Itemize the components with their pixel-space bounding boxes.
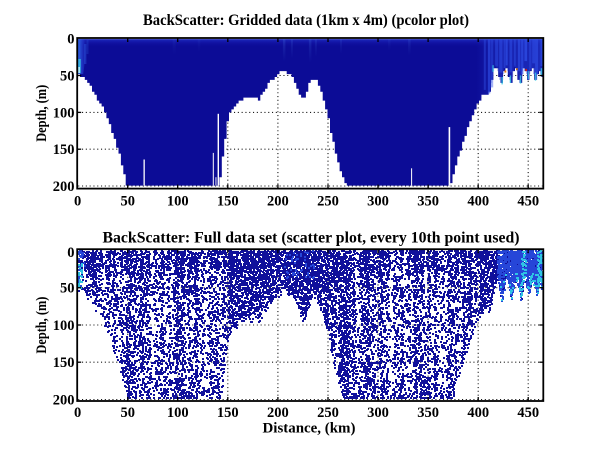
svg-text:150: 150: [217, 405, 239, 421]
svg-text:400: 400: [467, 194, 489, 210]
svg-text:0: 0: [74, 405, 81, 421]
svg-text:400: 400: [467, 405, 489, 421]
svg-text:250: 250: [317, 194, 339, 210]
svg-text:Depth, (m): Depth, (m): [34, 297, 50, 354]
svg-text:100: 100: [53, 105, 75, 121]
svg-text:BackScatter: Full data set (sc: BackScatter: Full data set (scatter plot…: [103, 230, 520, 247]
svg-text:50: 50: [120, 194, 135, 210]
svg-text:150: 150: [53, 355, 75, 371]
svg-text:50: 50: [60, 281, 75, 297]
svg-text:Distance, (km): Distance, (km): [263, 420, 356, 436]
svg-text:150: 150: [53, 142, 75, 158]
svg-text:350: 350: [417, 405, 439, 421]
svg-text:450: 450: [517, 194, 539, 210]
svg-text:Depth, (m): Depth, (m): [34, 85, 50, 142]
svg-text:BackScatter: Gridded data (1km: BackScatter: Gridded data (1km x 4m) (pc…: [143, 12, 469, 29]
svg-text:50: 50: [120, 405, 135, 421]
svg-text:200: 200: [53, 179, 75, 195]
svg-text:200: 200: [267, 405, 289, 421]
svg-text:200: 200: [53, 393, 75, 409]
svg-text:100: 100: [167, 194, 189, 210]
svg-text:0: 0: [67, 32, 74, 48]
svg-text:300: 300: [367, 194, 389, 210]
svg-text:0: 0: [67, 245, 74, 261]
svg-text:300: 300: [367, 405, 389, 421]
svg-text:200: 200: [267, 194, 289, 210]
svg-text:250: 250: [317, 405, 339, 421]
svg-text:100: 100: [167, 405, 189, 421]
svg-text:450: 450: [517, 405, 539, 421]
svg-text:50: 50: [60, 69, 75, 85]
svg-text:100: 100: [53, 318, 75, 334]
svg-text:150: 150: [217, 194, 239, 210]
svg-text:350: 350: [417, 194, 439, 210]
svg-text:0: 0: [74, 194, 81, 210]
